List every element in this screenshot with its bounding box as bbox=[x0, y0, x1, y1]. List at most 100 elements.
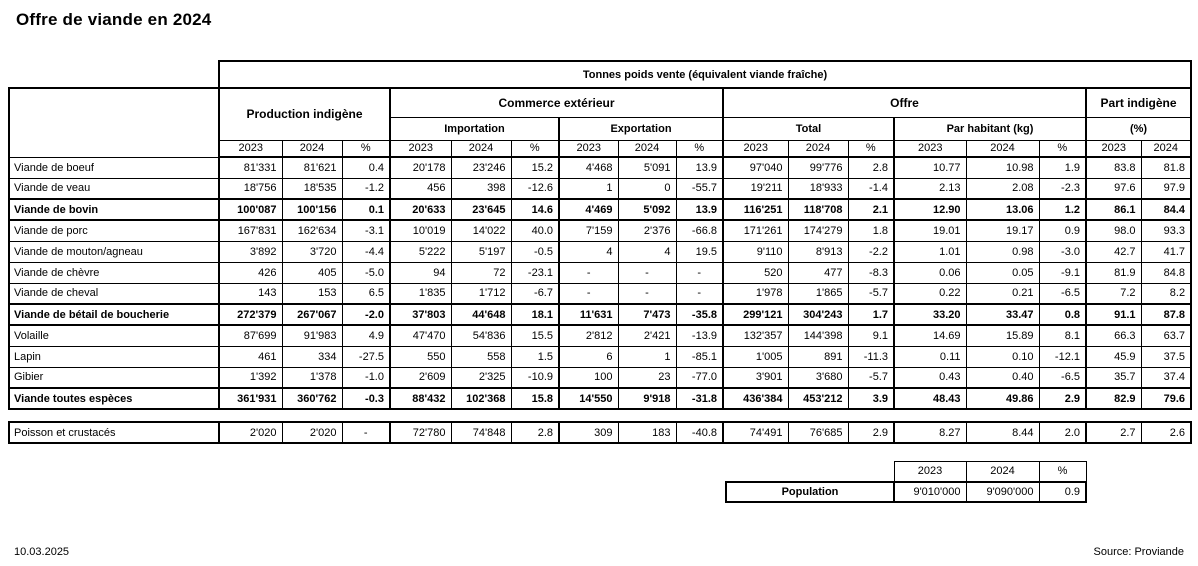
value-cell: 15.8 bbox=[510, 387, 560, 410]
population-2023: 9'010'000 bbox=[893, 480, 967, 503]
value-cell: 63.7 bbox=[1140, 324, 1193, 347]
source-credit: Source: Proviande bbox=[1093, 546, 1185, 558]
value-cell: 13.9 bbox=[675, 156, 724, 179]
value-cell: -4.4 bbox=[341, 240, 391, 263]
value-cell: -12.6 bbox=[510, 177, 560, 200]
value-cell: - bbox=[558, 261, 619, 284]
value-cell: -2.0 bbox=[341, 303, 391, 326]
value-cell: 5'092 bbox=[617, 198, 677, 221]
value-cell: - bbox=[341, 421, 391, 444]
value-cell: 8'913 bbox=[787, 240, 849, 263]
row-label: Viande de bovin bbox=[8, 198, 220, 221]
value-cell: 2'609 bbox=[389, 366, 452, 389]
table-row: Poisson et crustacés 2'020 2'020-72'780 74'… bbox=[8, 421, 1192, 444]
row-label: Viande de bétail de boucherie bbox=[8, 303, 220, 326]
value-cell: 2'376 bbox=[617, 219, 677, 242]
value-cell: 2.8 bbox=[847, 156, 895, 179]
value-cell: 15.2 bbox=[510, 156, 560, 179]
value-cell: 520 bbox=[722, 261, 789, 284]
value-cell: 6.5 bbox=[341, 282, 391, 305]
subgroup-importation: Importation bbox=[389, 116, 560, 141]
value-cell: 7'159 bbox=[558, 219, 619, 242]
value-cell: 11'631 bbox=[558, 303, 619, 326]
group-production: Production indigène bbox=[218, 87, 391, 141]
value-cell: 19'211 bbox=[722, 177, 789, 200]
value-cell: 0 bbox=[617, 177, 677, 200]
value-cell: 461 bbox=[218, 345, 283, 368]
value-cell: 49.86 bbox=[965, 387, 1040, 410]
value-cell: -3.0 bbox=[1038, 240, 1087, 263]
value-cell: 477 bbox=[787, 261, 849, 284]
value-cell: 18'756 bbox=[218, 177, 283, 200]
value-cell: -0.3 bbox=[341, 387, 391, 410]
value-cell: 7'473 bbox=[617, 303, 677, 326]
fish-table-body: Poisson et crustacés 2'020 2'020-72'780 74'… bbox=[8, 421, 1192, 444]
value-cell: 3'720 bbox=[281, 240, 343, 263]
value-cell: 7.2 bbox=[1085, 282, 1142, 305]
year-header-cell: 2024 bbox=[1140, 139, 1193, 158]
population-label: Population bbox=[725, 480, 895, 503]
value-cell: 10.98 bbox=[965, 156, 1040, 179]
value-cell: 6 bbox=[558, 345, 619, 368]
value-cell: -12.1 bbox=[1038, 345, 1087, 368]
value-cell: 66.3 bbox=[1085, 324, 1142, 347]
value-cell: -77.0 bbox=[675, 366, 724, 389]
group-header-row: Production indigène Commerce extérieur O… bbox=[8, 87, 1193, 158]
value-cell: 1'712 bbox=[450, 282, 512, 305]
value-cell: 405 bbox=[281, 261, 343, 284]
year-header-cell: 2023 bbox=[389, 139, 452, 158]
value-cell: 1.2 bbox=[1038, 198, 1087, 221]
row-label: Viande de mouton/agneau bbox=[8, 240, 220, 263]
value-cell: 18'535 bbox=[281, 177, 343, 200]
year-header-cell: 2024 bbox=[617, 139, 677, 158]
value-cell: 5'091 bbox=[617, 156, 677, 179]
value-cell: 334 bbox=[281, 345, 343, 368]
value-cell: 44'648 bbox=[450, 303, 512, 326]
value-cell: 86.1 bbox=[1085, 198, 1142, 221]
value-cell: 309 bbox=[558, 421, 619, 444]
row-label: Viande de boeuf bbox=[8, 156, 220, 179]
year-header-cell: 2024 bbox=[965, 139, 1040, 158]
value-cell: -0.5 bbox=[510, 240, 560, 263]
value-cell: 37'803 bbox=[389, 303, 452, 326]
value-cell: 118'708 bbox=[787, 198, 849, 221]
value-cell: 267'067 bbox=[281, 303, 343, 326]
table-row: Viande de boeuf 81'331 81'621 0.4 20'178 23'2… bbox=[8, 156, 1193, 179]
population-year-2024: 2024 bbox=[965, 461, 1040, 482]
value-cell: 9'918 bbox=[617, 387, 677, 410]
value-cell: 2'421 bbox=[617, 324, 677, 347]
value-cell: 299'121 bbox=[722, 303, 789, 326]
value-cell: 0.43 bbox=[893, 366, 967, 389]
value-cell: 2.0 bbox=[1038, 421, 1087, 444]
subgroup-par-habitant: Par habitant (kg) bbox=[893, 116, 1087, 141]
value-cell: -3.1 bbox=[341, 219, 391, 242]
value-cell: 2.1 bbox=[847, 198, 895, 221]
table-row: Viande de chèvre 426 405 -5.0 94 72 -23.1- - -52… bbox=[8, 261, 1193, 284]
value-cell: 2.8 bbox=[510, 421, 560, 444]
table-row: Viande de cheval 143 153 6.5 1'835 1'712 -6.7-… bbox=[8, 282, 1193, 305]
row-label: Poisson et crustacés bbox=[8, 421, 220, 444]
year-header-cell: 2023 bbox=[558, 139, 619, 158]
value-cell: 4 bbox=[617, 240, 677, 263]
value-cell: 1'392 bbox=[218, 366, 283, 389]
value-cell: 426 bbox=[218, 261, 283, 284]
value-cell: 33.47 bbox=[965, 303, 1040, 326]
value-cell: -27.5 bbox=[341, 345, 391, 368]
value-cell: 14.69 bbox=[893, 324, 967, 347]
value-cell: 3'892 bbox=[218, 240, 283, 263]
year-header-cell: 2023 bbox=[893, 139, 967, 158]
value-cell: 47'470 bbox=[389, 324, 452, 347]
year-header-cell: 2023 bbox=[1085, 139, 1142, 158]
value-cell: 398 bbox=[450, 177, 512, 200]
table-row: Viande de bovin 100'087 100'156 0.1 20'633 23… bbox=[8, 198, 1193, 221]
value-cell: 84.8 bbox=[1140, 261, 1193, 284]
value-cell: 144'398 bbox=[787, 324, 849, 347]
meat-supply-table: Tonnes poids vente (équivalent viande fr… bbox=[8, 60, 1193, 410]
value-cell: 0.05 bbox=[965, 261, 1040, 284]
value-cell: 167'831 bbox=[218, 219, 283, 242]
value-cell: 304'243 bbox=[787, 303, 849, 326]
value-cell: 1.9 bbox=[1038, 156, 1087, 179]
corner-spacer bbox=[9, 61, 219, 88]
value-cell: 94 bbox=[389, 261, 452, 284]
value-cell: -35.8 bbox=[675, 303, 724, 326]
